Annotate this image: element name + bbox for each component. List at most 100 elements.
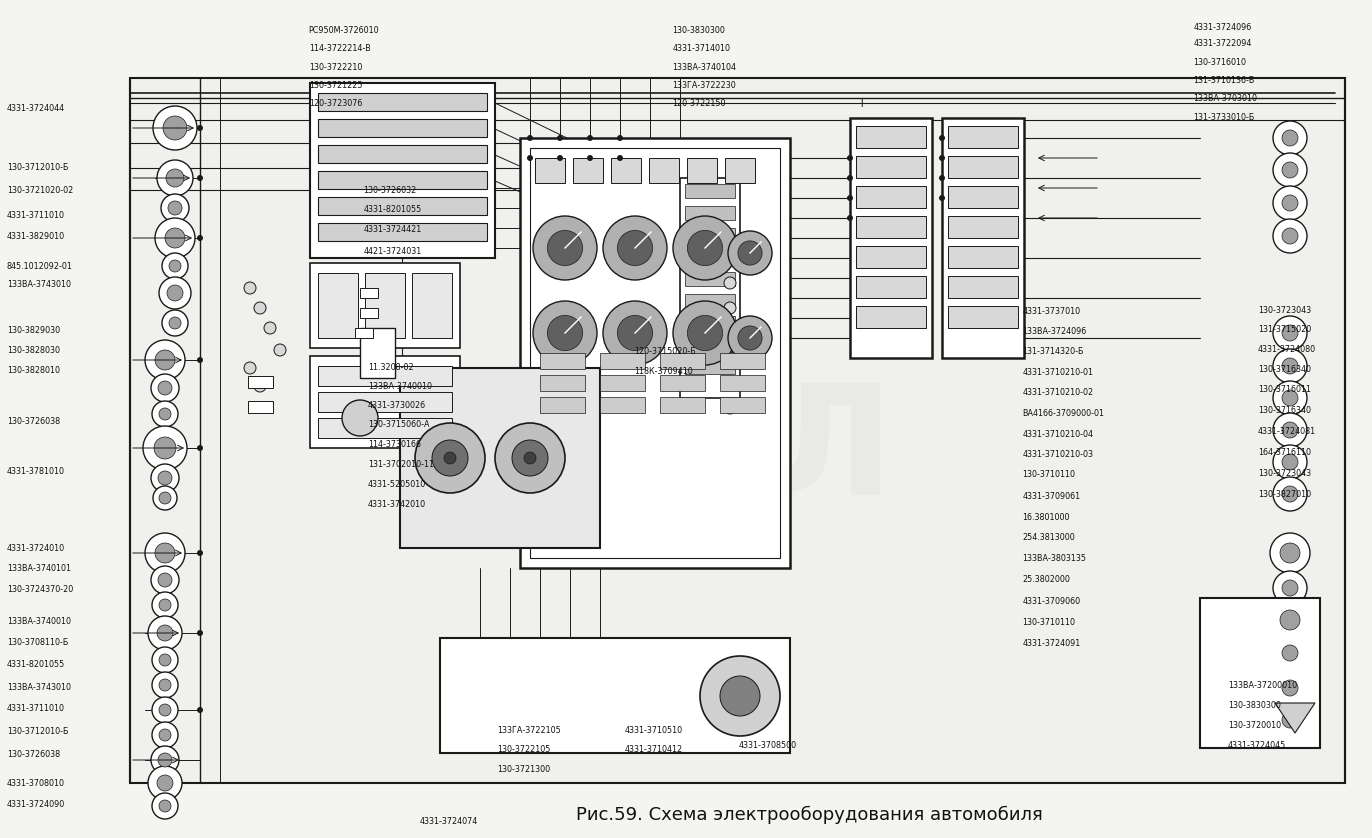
Bar bbox=[649, 158, 679, 183]
Bar bbox=[660, 375, 705, 391]
Bar bbox=[948, 186, 1018, 208]
Circle shape bbox=[1281, 162, 1298, 178]
Circle shape bbox=[151, 566, 178, 594]
Circle shape bbox=[1281, 228, 1298, 244]
Circle shape bbox=[159, 492, 172, 504]
Circle shape bbox=[152, 647, 178, 673]
Text: 131-3710136-Б: 131-3710136-Б bbox=[1194, 76, 1255, 85]
Bar bbox=[535, 158, 565, 183]
Bar bbox=[687, 158, 718, 183]
Circle shape bbox=[152, 592, 178, 618]
Circle shape bbox=[148, 766, 182, 800]
Text: 130-3721225: 130-3721225 bbox=[309, 81, 362, 90]
Circle shape bbox=[155, 543, 176, 563]
Text: 4331-3724074: 4331-3724074 bbox=[420, 817, 477, 825]
Circle shape bbox=[1281, 680, 1298, 696]
Circle shape bbox=[161, 194, 189, 222]
Text: 133ГА-3722105: 133ГА-3722105 bbox=[497, 727, 560, 735]
Text: 4331-3710210-01: 4331-3710210-01 bbox=[1022, 368, 1093, 376]
Circle shape bbox=[1273, 349, 1308, 383]
Text: 133ВА-3740010: 133ВА-3740010 bbox=[7, 618, 71, 626]
Text: 4331-3737010: 4331-3737010 bbox=[1022, 308, 1080, 316]
Circle shape bbox=[159, 277, 191, 309]
Circle shape bbox=[417, 410, 493, 486]
Circle shape bbox=[165, 228, 185, 248]
Bar bbox=[248, 401, 273, 413]
Bar bbox=[318, 223, 487, 241]
Circle shape bbox=[1281, 390, 1298, 406]
Circle shape bbox=[720, 676, 760, 716]
Bar bbox=[440, 638, 790, 753]
Bar bbox=[600, 353, 645, 369]
Circle shape bbox=[154, 486, 177, 510]
Circle shape bbox=[156, 625, 173, 641]
Bar bbox=[685, 184, 735, 198]
Circle shape bbox=[435, 428, 475, 468]
Text: 130-3721300: 130-3721300 bbox=[497, 765, 550, 773]
Text: 4331-3724080: 4331-3724080 bbox=[1258, 345, 1316, 354]
Circle shape bbox=[527, 135, 532, 141]
Circle shape bbox=[587, 155, 593, 161]
Circle shape bbox=[1281, 712, 1298, 728]
Text: 164-3716110: 164-3716110 bbox=[1258, 448, 1312, 457]
Text: ВА4166-3709000-01: ВА4166-3709000-01 bbox=[1022, 409, 1104, 417]
Text: -: - bbox=[918, 97, 922, 110]
Circle shape bbox=[156, 775, 173, 791]
Circle shape bbox=[159, 408, 172, 420]
Bar bbox=[720, 375, 766, 391]
Text: 4331-3710210-02: 4331-3710210-02 bbox=[1022, 388, 1093, 396]
Text: 4331-3829010: 4331-3829010 bbox=[7, 232, 64, 241]
Text: 130-3828010: 130-3828010 bbox=[7, 366, 60, 375]
Circle shape bbox=[163, 116, 187, 140]
Text: 130-3715060-А: 130-3715060-А bbox=[368, 421, 429, 429]
Circle shape bbox=[1273, 477, 1308, 511]
Circle shape bbox=[1273, 445, 1308, 479]
Text: 4331-8201055: 4331-8201055 bbox=[7, 660, 64, 669]
Bar bbox=[318, 366, 451, 386]
Circle shape bbox=[145, 533, 185, 573]
Bar bbox=[856, 306, 926, 328]
Bar bbox=[318, 119, 487, 137]
Circle shape bbox=[244, 282, 257, 294]
Text: 130-3830300: 130-3830300 bbox=[1228, 701, 1281, 710]
Text: 4331-3724044: 4331-3724044 bbox=[7, 105, 64, 113]
Circle shape bbox=[1273, 636, 1308, 670]
Circle shape bbox=[724, 377, 735, 389]
Text: 130-3710110: 130-3710110 bbox=[1022, 470, 1076, 478]
Bar bbox=[1200, 598, 1320, 748]
Circle shape bbox=[724, 277, 735, 289]
Bar bbox=[310, 83, 495, 258]
Circle shape bbox=[152, 793, 178, 819]
Circle shape bbox=[159, 654, 172, 666]
Circle shape bbox=[674, 216, 737, 280]
Circle shape bbox=[152, 722, 178, 748]
Circle shape bbox=[1280, 610, 1301, 630]
Circle shape bbox=[557, 155, 563, 161]
Circle shape bbox=[524, 452, 536, 464]
Text: 4331-3709060: 4331-3709060 bbox=[1022, 597, 1080, 606]
Text: 4331-3724096: 4331-3724096 bbox=[1194, 23, 1251, 32]
Circle shape bbox=[159, 704, 172, 716]
Text: 130-3716011: 130-3716011 bbox=[1258, 385, 1312, 394]
Circle shape bbox=[532, 216, 597, 280]
Bar bbox=[359, 328, 395, 378]
Circle shape bbox=[151, 374, 178, 402]
Circle shape bbox=[527, 155, 532, 161]
Text: 4331-8201055: 4331-8201055 bbox=[364, 205, 421, 214]
Circle shape bbox=[198, 125, 203, 131]
Circle shape bbox=[169, 260, 181, 272]
Bar bbox=[318, 418, 451, 438]
Circle shape bbox=[495, 423, 565, 493]
Circle shape bbox=[729, 231, 772, 275]
Text: +: + bbox=[856, 97, 867, 110]
Text: 130-3716340: 130-3716340 bbox=[1258, 365, 1312, 374]
Text: 4331-3781010: 4331-3781010 bbox=[7, 468, 64, 476]
Circle shape bbox=[159, 679, 172, 691]
Circle shape bbox=[700, 656, 781, 736]
Text: 130-3726038: 130-3726038 bbox=[7, 417, 60, 426]
Bar bbox=[685, 228, 735, 242]
Bar bbox=[541, 375, 584, 391]
Circle shape bbox=[198, 630, 203, 636]
Bar bbox=[943, 118, 1024, 358]
Circle shape bbox=[198, 550, 203, 556]
